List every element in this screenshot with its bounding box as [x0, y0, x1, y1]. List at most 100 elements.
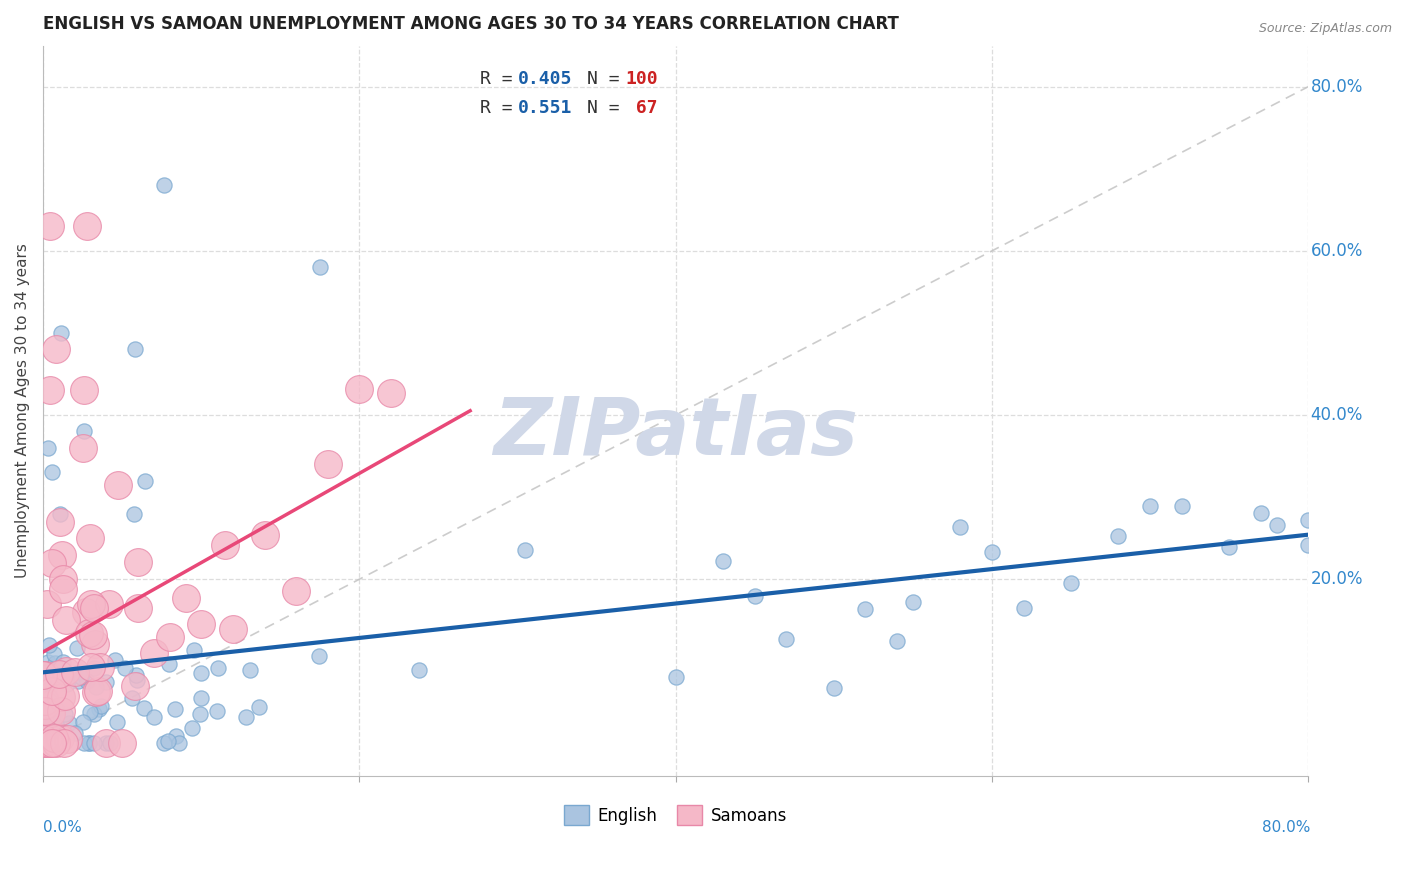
Point [73, 425, 96, 439]
Point [105, 714, 128, 729]
Point [1012, 601, 1035, 615]
Text: 60.0%: 60.0% [1310, 242, 1362, 260]
Point [205, 704, 228, 718]
Point [38, 384, 60, 398]
Point [1107, 528, 1129, 542]
Text: Source: ZipAtlas.com: Source: ZipAtlas.com [1258, 22, 1392, 36]
Point [111, 736, 134, 750]
Point [855, 602, 877, 616]
Point [83, 660, 105, 674]
Point [190, 666, 212, 681]
Point [42, 731, 65, 745]
Point [34, 667, 56, 681]
Point [94, 736, 117, 750]
Point [1139, 499, 1161, 513]
Point [63, 665, 86, 679]
Point [42, 647, 65, 661]
Point [52, 582, 75, 596]
Point [34, 732, 56, 747]
Point [169, 736, 191, 750]
Point [34, 704, 56, 718]
Point [45, 343, 67, 357]
Point [253, 528, 276, 542]
Point [38, 736, 60, 750]
Point [180, 721, 202, 735]
Point [44, 722, 66, 736]
Point [100, 736, 122, 750]
Point [132, 701, 155, 715]
Point [83, 637, 105, 651]
Text: ENGLISH VS SAMOAN UNEMPLOYMENT AMONG AGES 30 TO 34 YEARS CORRELATION CHART: ENGLISH VS SAMOAN UNEMPLOYMENT AMONG AGE… [44, 15, 898, 33]
Point [83, 736, 105, 750]
Point [34, 736, 56, 750]
Point [73, 384, 96, 398]
Point [39, 718, 62, 732]
Point [45, 717, 67, 731]
Legend: English, Samoans: English, Samoans [555, 797, 796, 834]
Point [901, 594, 924, 608]
Point [134, 474, 156, 488]
Point [37, 441, 59, 455]
Point [775, 632, 797, 647]
Point [41, 556, 63, 570]
Point [949, 520, 972, 534]
Text: R =: R = [479, 99, 512, 117]
Text: R =: R = [479, 70, 512, 87]
Point [665, 669, 688, 683]
Point [124, 343, 146, 357]
Point [39, 690, 62, 705]
Point [46, 702, 69, 716]
Point [125, 673, 148, 688]
Point [49, 326, 72, 340]
Point [408, 663, 430, 677]
Point [174, 591, 197, 606]
Point [37, 703, 59, 717]
Point [82, 628, 104, 642]
Point [38, 219, 60, 234]
Point [309, 260, 332, 275]
Point [142, 646, 165, 660]
Point [49, 515, 72, 529]
Y-axis label: Unemployment Among Ages 30 to 34 years: Unemployment Among Ages 30 to 34 years [15, 244, 30, 578]
Point [32, 668, 55, 682]
Point [41, 736, 63, 750]
Point [744, 589, 766, 603]
Point [76, 219, 98, 234]
Text: ZIPatlas: ZIPatlas [494, 394, 858, 472]
Point [79, 736, 101, 750]
Point [886, 634, 908, 648]
Text: 20.0%: 20.0% [1310, 570, 1364, 588]
Point [153, 736, 176, 750]
Point [41, 466, 63, 480]
Point [285, 584, 308, 599]
Point [32, 728, 55, 742]
Text: 0.551: 0.551 [517, 99, 572, 117]
Point [142, 710, 165, 724]
Text: 80.0%: 80.0% [1263, 820, 1310, 835]
Point [107, 477, 129, 491]
Point [34, 714, 56, 728]
Point [183, 643, 205, 657]
Point [89, 660, 111, 674]
Point [66, 640, 89, 655]
Point [80, 597, 103, 611]
Point [44, 657, 66, 671]
Point [45, 736, 67, 750]
Point [380, 386, 402, 401]
Point [222, 622, 245, 636]
Point [308, 649, 330, 664]
Point [79, 659, 101, 673]
Point [83, 601, 105, 615]
Point [52, 572, 75, 586]
Point [83, 706, 105, 721]
Point [55, 664, 77, 678]
Point [98, 597, 121, 611]
Point [190, 707, 212, 722]
Text: N =: N = [588, 70, 620, 87]
Point [122, 507, 145, 521]
Point [37, 597, 59, 611]
Point [77, 736, 100, 750]
Point [49, 704, 72, 718]
Point [1170, 499, 1192, 513]
Point [72, 441, 94, 455]
